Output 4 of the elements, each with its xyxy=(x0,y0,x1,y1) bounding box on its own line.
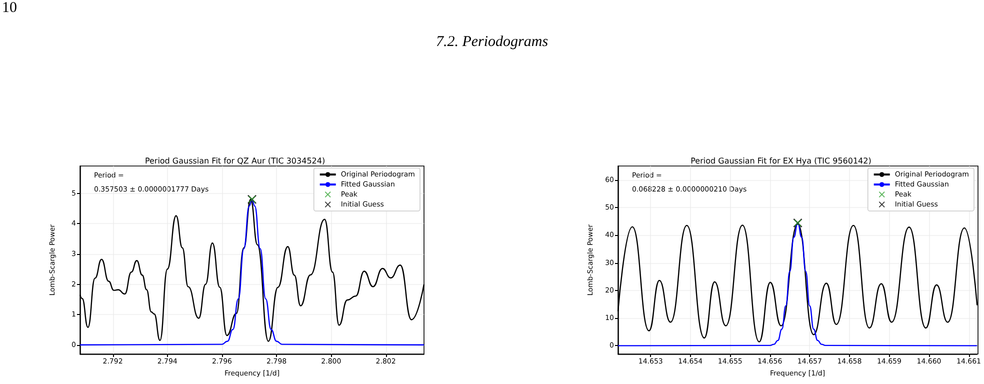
chart-title: Period Gaussian Fit for QZ Aur (TIC 3034524) xyxy=(144,156,326,166)
text: 10 xyxy=(2,0,17,17)
chart-title: Period Gaussian Fit for EX Hya (TIC 9560142) xyxy=(690,156,872,166)
text: 7.2. Periodograms xyxy=(434,34,550,51)
